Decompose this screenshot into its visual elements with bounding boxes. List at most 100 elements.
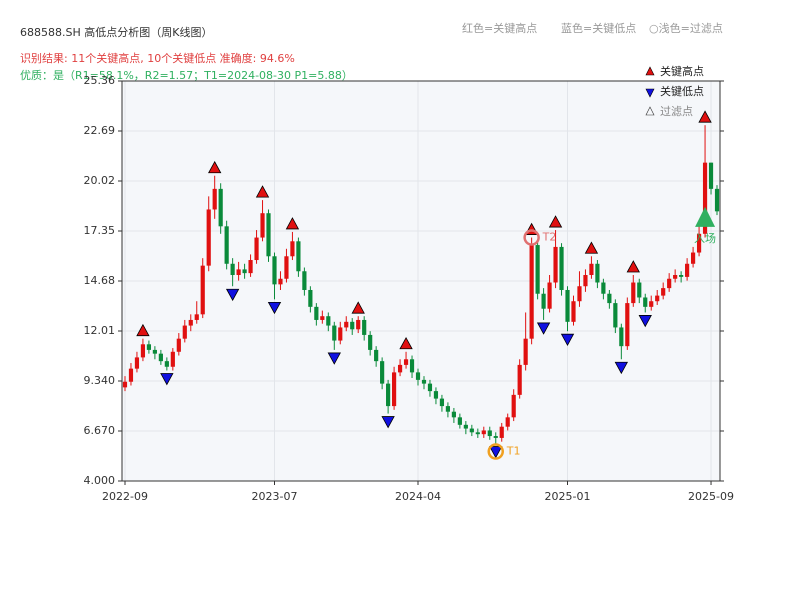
candle-body: [499, 426, 504, 438]
candle-body: [230, 263, 235, 276]
candle-body: [547, 282, 552, 309]
y-tick-label: 12.01: [84, 324, 116, 337]
y-tick-label: 9.340: [84, 374, 116, 387]
candle-body: [685, 263, 690, 277]
candle-body: [511, 394, 516, 418]
candle-body: [374, 349, 379, 362]
target-marker: [523, 229, 540, 246]
candle-body: [260, 213, 265, 238]
candle-body: [391, 372, 397, 407]
candle-body: [708, 162, 714, 189]
legend-symbol: [645, 88, 655, 98]
candle-body: [631, 282, 636, 304]
quality-text: 优质：是（R1=58.1%，R2=1.57；T1=2024-08-30 P1=5…: [20, 69, 353, 82]
target-label: T2: [542, 231, 557, 244]
plot-frame: [121, 80, 721, 482]
candle-body: [302, 271, 307, 290]
candle-body: [619, 327, 624, 347]
legend-label: 过滤点: [660, 105, 693, 118]
x-tick-label: 2025-01: [545, 490, 591, 503]
x-tick-label: 2023-07: [252, 490, 298, 503]
key-high-marker: [136, 323, 150, 337]
candle-body: [266, 213, 271, 257]
result-text: 识别结果: 11个关键高点, 10个关键低点 准确度: 94.6%: [20, 51, 295, 65]
chart-title: 688588.SH 高低点分析图（周K线图）: [20, 25, 212, 39]
key-high-marker: [698, 110, 712, 123]
y-tick-label: 25.36: [84, 74, 116, 87]
candle-body: [368, 334, 373, 350]
key-high-marker: [626, 260, 640, 273]
candle-body: [445, 406, 451, 412]
candle-body: [625, 303, 630, 347]
entry-marker: [695, 206, 716, 227]
x-tick-label: 2022-09: [102, 490, 148, 503]
candle-body: [356, 319, 361, 330]
candle-body: [290, 241, 295, 257]
legend-symbol: [645, 66, 655, 76]
candle-body: [296, 241, 301, 272]
legend-label: 关键高点: [660, 64, 704, 78]
candle-body: [350, 321, 355, 330]
candle-body: [332, 325, 337, 341]
candle-body: [517, 364, 522, 395]
key-high-marker: [351, 301, 365, 314]
key-low-marker: [225, 288, 240, 302]
candle-body: [469, 428, 474, 433]
target-label: T1: [506, 445, 521, 458]
candle-body: [254, 237, 259, 261]
candle-body: [714, 188, 720, 212]
candle-body: [451, 411, 456, 418]
legend-label: 关键低点: [660, 84, 704, 98]
candle-body: [535, 245, 540, 294]
candle-body: [571, 301, 576, 322]
candle-body: [397, 364, 403, 373]
key-high-marker: [584, 241, 599, 254]
candle-body: [679, 275, 684, 277]
candle-body: [128, 368, 134, 382]
candle-body: [523, 338, 528, 365]
candle-body: [272, 256, 277, 285]
candle-body: [577, 286, 582, 302]
candle-body: [170, 351, 175, 367]
key-low-marker: [638, 315, 652, 328]
key-high-marker: [548, 215, 563, 228]
x-tick-label: 2025-09: [688, 490, 734, 503]
candle-body: [583, 275, 588, 287]
key-low-marker: [267, 301, 282, 315]
candle-body: [140, 344, 146, 358]
candle-body: [146, 344, 152, 350]
candle-body: [134, 357, 140, 369]
candle-body: [505, 417, 510, 427]
candle-body: [643, 297, 648, 307]
candle-body: [649, 301, 654, 307]
key-low-marker: [327, 352, 341, 365]
key-high-marker: [255, 185, 270, 198]
candle-body: [236, 269, 241, 276]
candle-body: [212, 188, 217, 210]
candle-body: [314, 306, 319, 320]
candle-body: [673, 275, 678, 279]
header-legend: 红色=关键高点: [462, 21, 537, 35]
candle-body: [362, 319, 367, 335]
y-tick-label: 17.35: [84, 224, 116, 237]
candle-body: [607, 293, 612, 304]
candle-body: [326, 316, 331, 326]
candle-body: [206, 209, 211, 266]
candle-body: [427, 383, 433, 392]
y-tick-label: 20.02: [84, 174, 116, 187]
candle-body: [481, 430, 486, 435]
candle-body: [696, 233, 702, 253]
candle-body: [224, 226, 229, 264]
candle-body: [194, 314, 199, 320]
x-tick-label: 2024-04: [395, 490, 441, 503]
candle-body: [439, 398, 445, 407]
candle-body: [702, 162, 708, 234]
candle-body: [380, 361, 385, 384]
candle-body: [529, 245, 534, 339]
candle-body: [344, 321, 349, 328]
key-low-marker: [489, 446, 503, 459]
candle-body: [403, 359, 409, 365]
candle-body: [188, 319, 193, 326]
candle-body: [667, 278, 672, 289]
